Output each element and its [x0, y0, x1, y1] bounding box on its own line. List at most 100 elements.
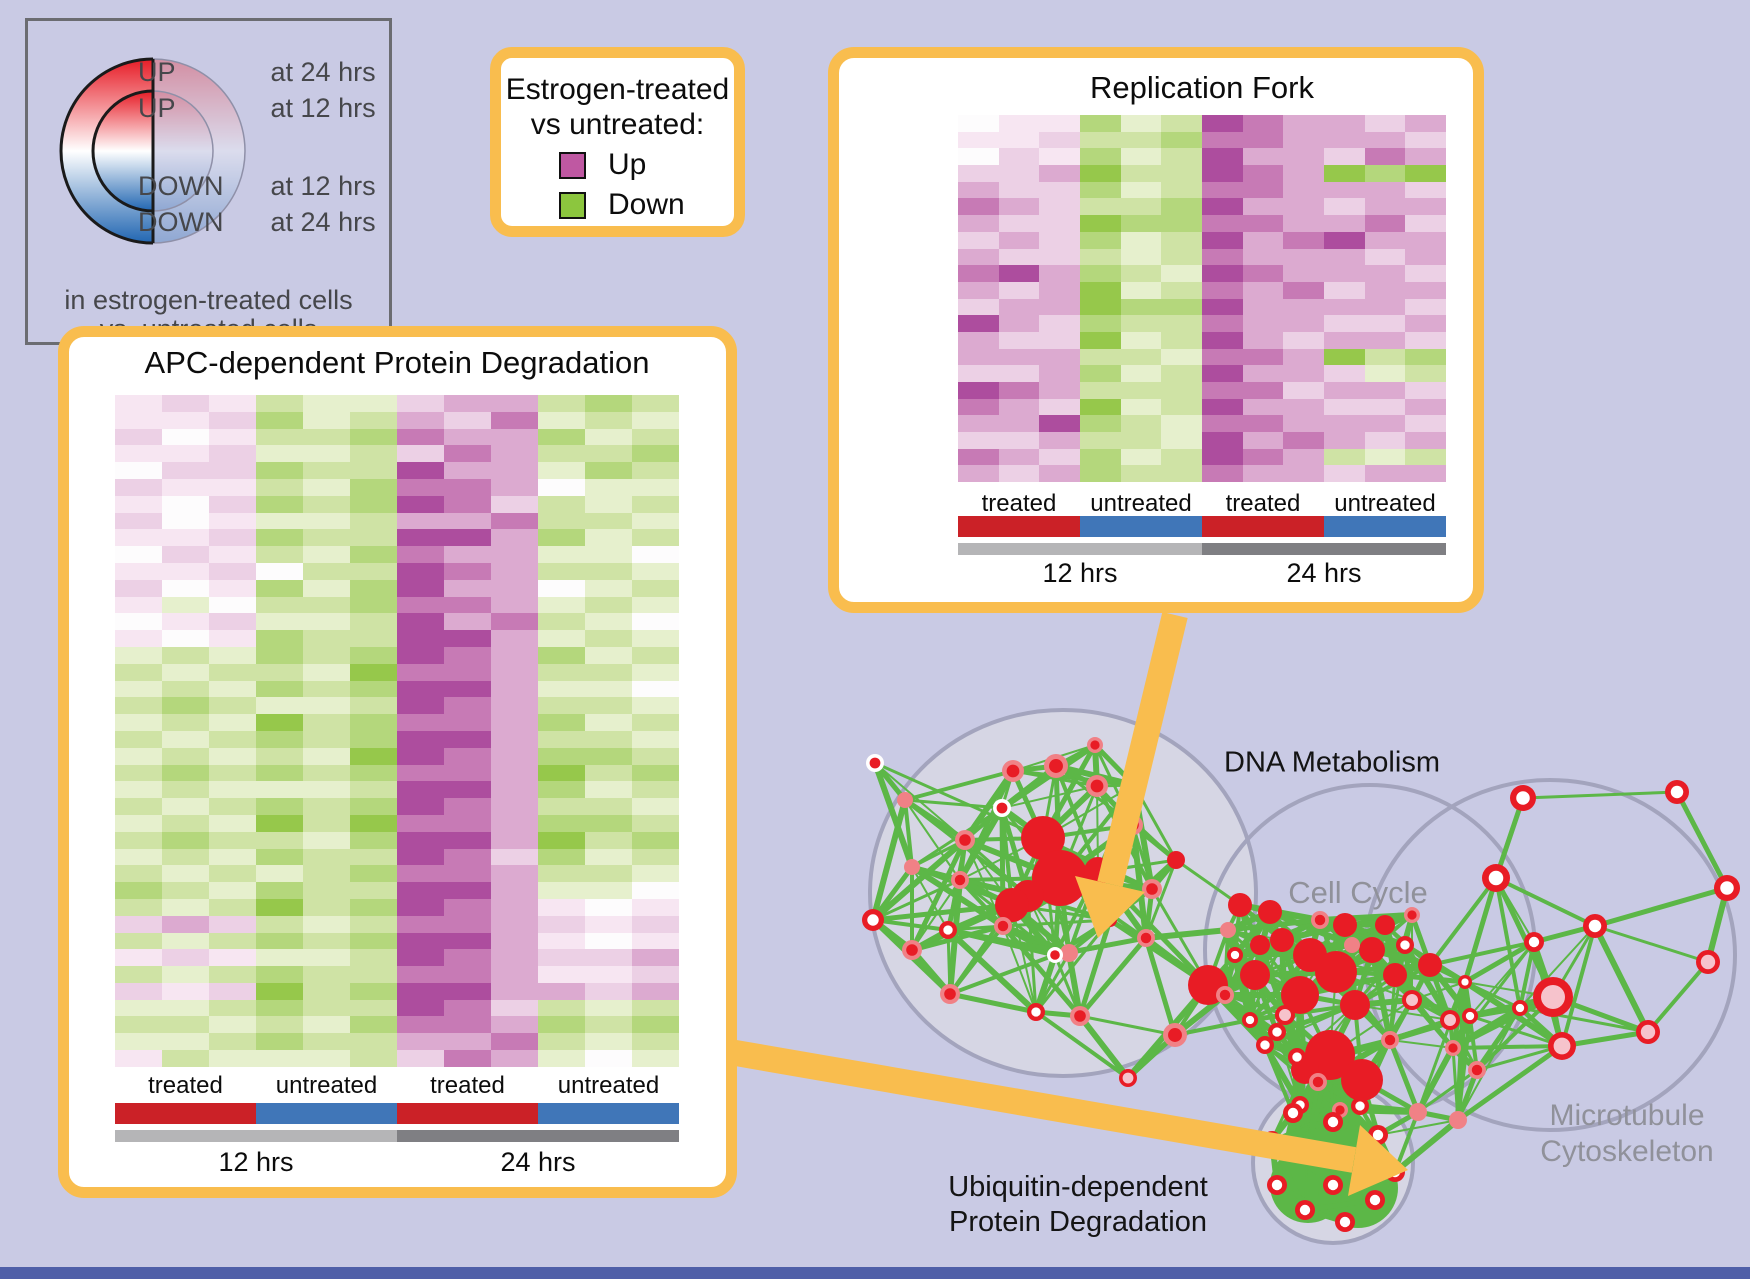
heatmap-cell	[256, 898, 303, 916]
heatmap-cell	[585, 1050, 632, 1067]
heatmap-cell	[1405, 465, 1446, 483]
heatmap-cell	[1283, 148, 1324, 166]
heatmap-cell	[397, 915, 444, 933]
heatmap-cell	[491, 898, 538, 916]
heatmap-cell	[1323, 215, 1365, 232]
heatmap-cell	[1079, 365, 1121, 382]
network-node-ringed	[1090, 779, 1104, 793]
heatmap-cell	[1039, 165, 1080, 182]
panel-replication-fork-heatmap: Replication Fork treated untreated treated…	[828, 47, 1484, 613]
heatmap-cell	[162, 915, 209, 933]
heatmap-cell	[1201, 432, 1243, 449]
heatmap-cell	[958, 131, 999, 149]
heatmap-cell	[998, 115, 1040, 132]
updown-legend-box: Estrogen-treated vs untreated: Up Down	[490, 47, 745, 237]
heatmap-cell	[303, 646, 350, 664]
panel-title-apc: APC-dependent Protein Degradation	[144, 345, 650, 380]
heatmap-cell	[209, 1016, 256, 1034]
heatmap-cell	[303, 445, 350, 463]
heatmap-cell	[115, 445, 162, 463]
heatmap-cell	[958, 298, 999, 316]
rf-heatmap-grid	[958, 115, 1446, 483]
heatmap-cell	[162, 512, 209, 530]
heatmap-cell	[585, 1033, 632, 1051]
network-edge	[1468, 1014, 1564, 1048]
heatmap-cell	[162, 495, 209, 513]
heatmap-cell	[209, 764, 256, 782]
heatmap-cell	[162, 848, 209, 866]
network-node-ringed	[1146, 883, 1158, 895]
network-node-halo	[1444, 1014, 1456, 1026]
heatmap-cell	[491, 411, 538, 429]
heatmap-cell	[209, 562, 256, 580]
heatmap-cell	[1323, 165, 1365, 182]
heatmap-cell	[1079, 198, 1121, 216]
network-node-pink	[904, 859, 920, 875]
updown-legend-title: Estrogen-treated vs untreated:	[501, 72, 734, 142]
heatmap-cell	[303, 512, 350, 530]
heatmap-cell	[958, 248, 999, 266]
heatmap-cell	[632, 495, 679, 513]
cluster-label-cell-cycle: Cell Cycle	[1288, 875, 1428, 910]
heatmap-cell	[350, 999, 397, 1017]
heatmap-cell	[256, 865, 303, 883]
heatmap-cell	[1323, 465, 1365, 483]
group-label: treated	[148, 1072, 223, 1099]
heatmap-cell	[632, 831, 679, 849]
network-node-halo	[1406, 994, 1418, 1006]
network-edge	[1593, 924, 1710, 964]
heatmap-cell	[209, 445, 256, 463]
heatmap-cell	[115, 831, 162, 849]
network-edge	[903, 769, 1015, 802]
heatmap-cell	[538, 714, 585, 731]
heatmap-cell	[350, 865, 397, 883]
heatmap-cell	[1079, 415, 1121, 433]
heatmap-cell	[491, 445, 538, 463]
heatmap-cell	[303, 395, 350, 412]
network-edge	[1257, 942, 1288, 1018]
heatmap-cell	[491, 714, 538, 731]
heatmap-cell	[491, 646, 538, 664]
heatmap-cell	[303, 764, 350, 782]
heatmap-cell	[632, 697, 679, 715]
heatmap-cell	[115, 546, 162, 563]
heatmap-cell	[209, 462, 256, 479]
heatmap-cell	[1079, 398, 1121, 416]
network-edge	[1054, 764, 1100, 873]
time-bar-segment	[115, 1130, 397, 1142]
heatmap-cell	[1242, 131, 1284, 149]
heatmap-cell	[209, 495, 256, 513]
network-node-ringed	[906, 944, 918, 956]
heatmap-cell	[538, 747, 585, 765]
network-edge	[1416, 1068, 1479, 1114]
heatmap-cell	[538, 445, 585, 463]
heatmap-cell	[162, 680, 209, 698]
heatmap-cell	[1039, 348, 1080, 366]
heatmap-cell	[585, 428, 632, 446]
heatmap-cell	[303, 613, 350, 631]
heatmap-cell	[538, 966, 585, 983]
network-node-pink	[1344, 937, 1360, 953]
heatmap-cell	[397, 865, 444, 883]
heatmap-cell	[209, 613, 256, 631]
heatmap-cell	[1201, 298, 1243, 316]
heatmap-cell	[303, 1016, 350, 1034]
network-node-ringed	[1448, 1043, 1458, 1053]
heatmap-cell	[1161, 115, 1202, 132]
heatmap-cell	[209, 1033, 256, 1051]
network-node-solid	[1340, 990, 1370, 1020]
heatmap-cell	[998, 165, 1040, 182]
heatmap-cell	[1405, 265, 1446, 282]
network-edge	[1001, 785, 1098, 809]
heatmap-cell	[444, 999, 491, 1017]
heatmap-cell	[162, 898, 209, 916]
heatmap-cell	[538, 999, 585, 1017]
network-node-halo	[1279, 1009, 1291, 1021]
heatmap-cell	[491, 395, 538, 412]
heatmap-cell	[1364, 265, 1406, 282]
heatmap-cell	[162, 478, 209, 496]
heatmap-cell	[998, 315, 1040, 332]
heatmap-cell	[1039, 148, 1080, 166]
heatmap-cell	[1242, 165, 1284, 182]
